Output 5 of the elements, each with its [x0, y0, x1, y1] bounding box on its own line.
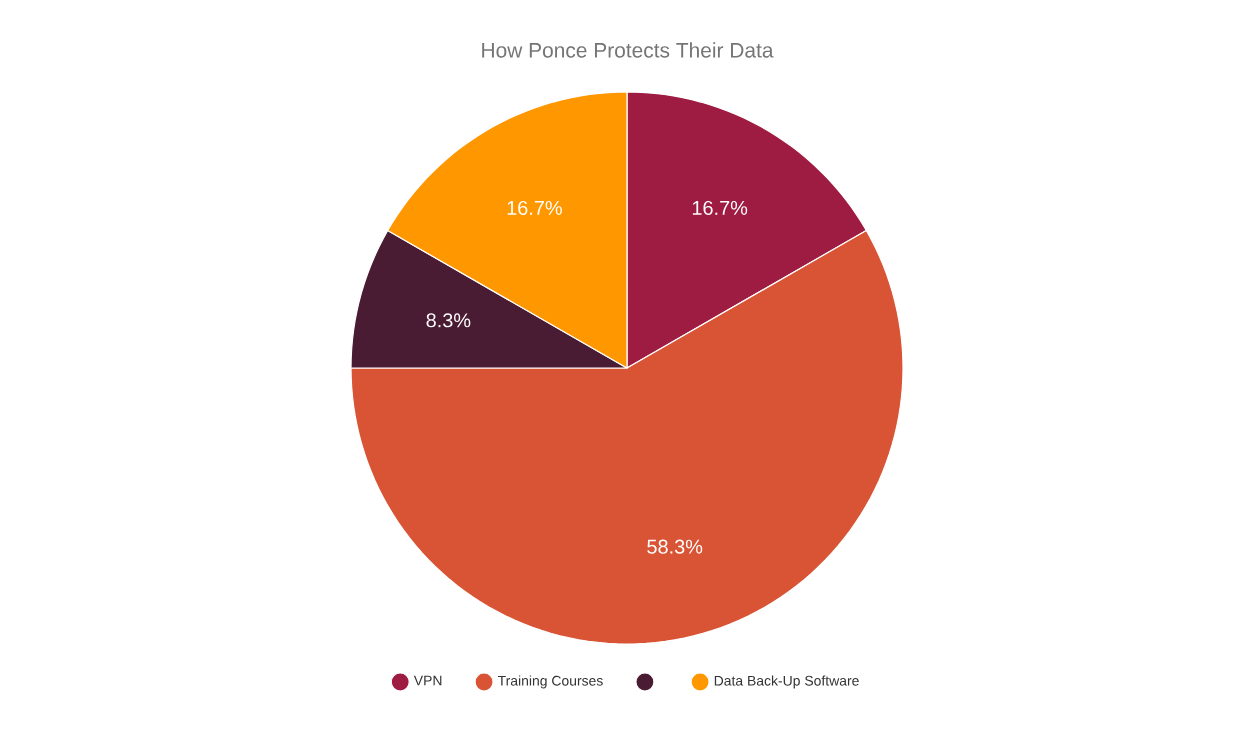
data-label: 58.3% [647, 539, 703, 554]
data-label: 16.7% [507, 200, 562, 215]
chart-title: How Ponce Protects Their Data [482, 42, 774, 58]
data-label: 8.3% [426, 313, 471, 328]
data-label: 16.7% [692, 200, 748, 215]
